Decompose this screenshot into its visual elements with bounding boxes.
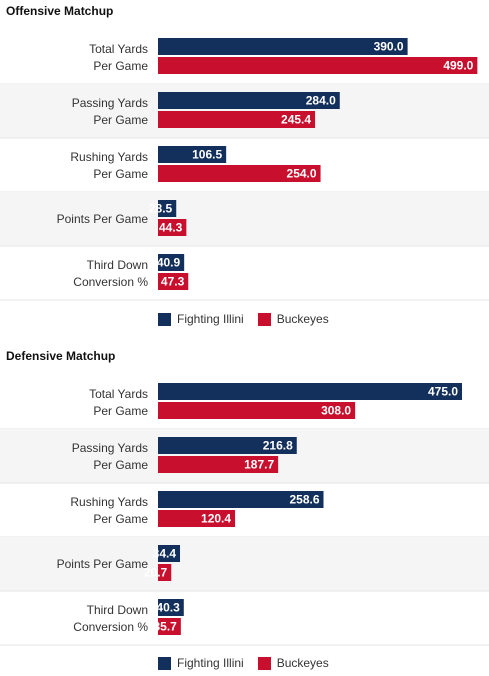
legend: Fighting Illini Buckeyes [158, 655, 343, 671]
category-label: Passing Yards [72, 441, 148, 455]
bar-illini [158, 545, 181, 562]
data-label: 308.0 [321, 404, 351, 418]
data-label: 34.4 [153, 547, 177, 561]
legend-swatch-illini [158, 656, 171, 670]
bar-illini [158, 200, 177, 217]
category-row: Passing Yards Per Game 216.8 187.7 [0, 429, 489, 484]
category-row: Total Yards Per Game 475.0 308.0 [0, 383, 489, 430]
category-label: Per Game [93, 59, 148, 73]
legend-label: Buckeyes [276, 656, 329, 670]
category-label: Points Per Game [57, 557, 149, 571]
data-label: 245.4 [281, 113, 311, 127]
category-row: Points Per Game 34.4 20.7 [0, 537, 489, 592]
data-label: 254.0 [287, 167, 317, 181]
category-label: Points Per Game [57, 212, 149, 226]
bar-buckeyes [158, 618, 181, 635]
data-label: 284.0 [306, 94, 336, 108]
category-row: Rushing Yards Per Game 106.5 254.0 [0, 146, 489, 193]
bar-illini [158, 599, 184, 616]
legend-swatch-buckeyes [257, 656, 271, 670]
category-label: Rushing Yards [70, 150, 148, 164]
bar-buckeyes [158, 564, 172, 581]
chart-title: Defensive Matchup [6, 349, 116, 363]
bar-illini [158, 383, 462, 400]
bar-buckeyes [158, 57, 478, 74]
data-label: 216.8 [263, 439, 293, 453]
category-label: Third Down [87, 258, 148, 272]
category-label: Conversion % [73, 275, 148, 289]
data-label: 258.6 [289, 493, 319, 507]
category-label: Third Down [87, 603, 148, 617]
legend-item-illini: Fighting Illini [158, 656, 244, 670]
row-stripe [0, 537, 489, 591]
row-stripe [0, 192, 489, 246]
category-label: Total Yards [89, 387, 148, 401]
data-label: 28.5 [149, 202, 173, 216]
category-row: Third Down Conversion % 40.3 35.7 [0, 599, 489, 646]
category-label: Per Game [93, 113, 148, 127]
bar-illini [158, 491, 324, 508]
legend-label: Buckeyes [276, 312, 329, 326]
category-label: Conversion % [73, 620, 148, 634]
bar-illini [158, 38, 408, 55]
legend: Fighting Illini Buckeyes [158, 311, 343, 327]
bar-buckeyes [158, 510, 236, 527]
category-row: Third Down Conversion % 40.9 47.3 [0, 254, 489, 301]
data-label: 106.5 [192, 148, 222, 162]
defensive-bars: Total Yards Per Game 475.0 308.0 Passing Yar… [0, 383, 489, 646]
category-label: Rushing Yards [70, 495, 148, 509]
offensive-bars: Total Yards Per Game 390.0 499.0 Passing Yar… [0, 38, 489, 301]
data-label: 499.0 [443, 59, 473, 73]
legend-swatch-buckeyes [257, 312, 271, 326]
category-row: Total Yards Per Game 390.0 499.0 [0, 38, 489, 85]
category-row: Rushing Yards Per Game 258.6 120.4 [0, 491, 489, 538]
data-label: 47.3 [161, 275, 185, 289]
category-label: Per Game [93, 512, 148, 526]
legend-swatch-illini [158, 312, 171, 326]
category-label: Per Game [93, 404, 148, 418]
category-label: Passing Yards [72, 96, 148, 110]
legend-item-illini: Fighting Illini [158, 312, 244, 326]
defensive-matchup-chart: Defensive Matchup Total Yards Per Game 475… [0, 345, 489, 676]
bar-buckeyes [158, 165, 321, 182]
data-label: 40.9 [157, 256, 181, 270]
data-label: 120.4 [201, 512, 231, 526]
bar-illini [158, 146, 227, 163]
bar-buckeyes [158, 273, 189, 290]
chart-title: Offensive Matchup [6, 4, 114, 18]
data-label: 187.7 [244, 458, 274, 472]
legend-label: Fighting Illini [177, 312, 244, 326]
data-label: 44.3 [159, 221, 183, 235]
category-label: Per Game [93, 167, 148, 181]
legend-item-buckeyes: Buckeyes [257, 656, 329, 670]
legend-label: Fighting Illini [177, 656, 244, 670]
bar-buckeyes [158, 219, 187, 236]
bar-buckeyes [158, 456, 279, 473]
data-label: 40.3 [156, 601, 180, 615]
data-label: 20.7 [144, 566, 168, 580]
legend-item-buckeyes: Buckeyes [257, 312, 329, 326]
bar-illini [158, 437, 297, 454]
offensive-matchup-chart: Offensive Matchup Total Yards Per Game 390… [0, 4, 489, 327]
data-label: 390.0 [374, 40, 404, 54]
data-label: 35.7 [153, 620, 177, 634]
category-label: Per Game [93, 458, 148, 472]
bar-buckeyes [158, 111, 316, 128]
bar-illini [158, 92, 340, 109]
data-label: 475.0 [428, 385, 458, 399]
bar-buckeyes [158, 402, 356, 419]
bar-illini [158, 254, 185, 271]
category-row: Passing Yards Per Game 284.0 245.4 [0, 84, 489, 139]
category-label: Total Yards [89, 42, 148, 56]
